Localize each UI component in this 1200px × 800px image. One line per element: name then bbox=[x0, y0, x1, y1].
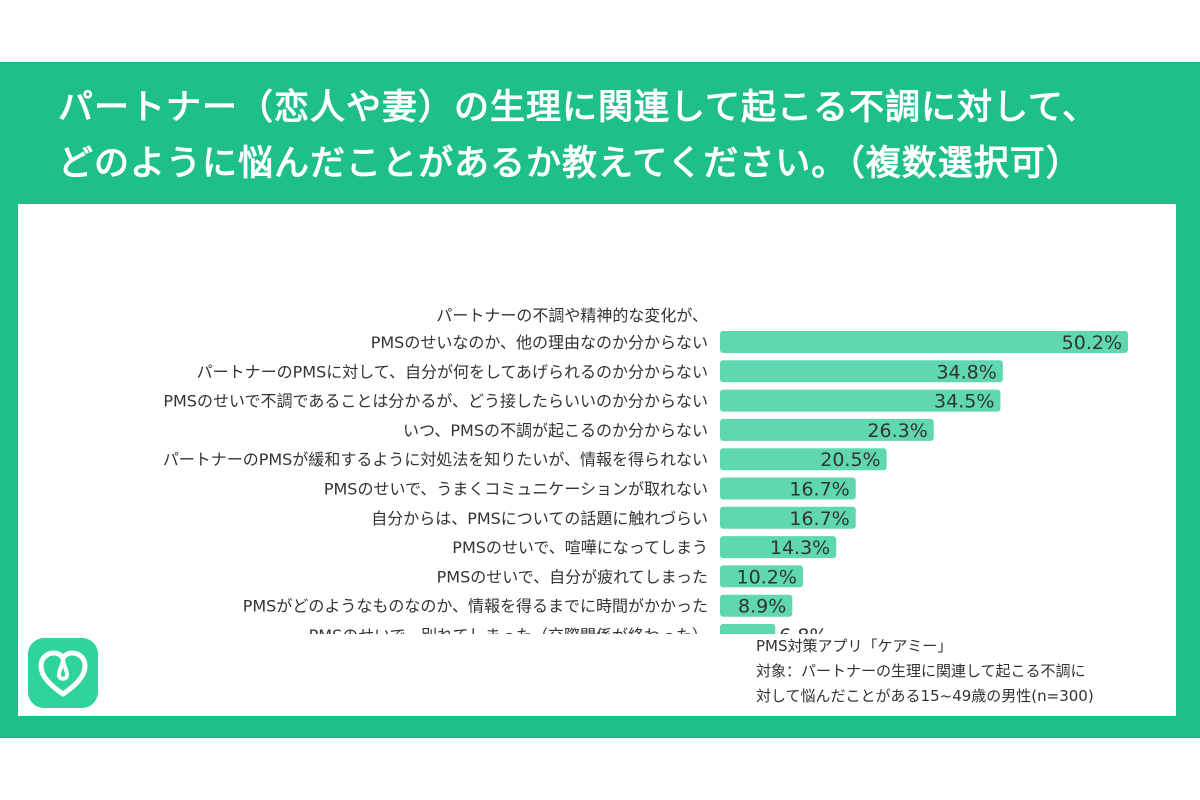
value-label-3: 26.3% bbox=[867, 420, 927, 442]
bar-2 bbox=[720, 389, 1001, 412]
bar-9 bbox=[720, 594, 793, 617]
bar-1 bbox=[720, 360, 1003, 383]
title-line-2: どのように悩んだことがあるか教えてください。（複数選択可） bbox=[58, 144, 1082, 184]
value-label-7: 14.3% bbox=[770, 537, 830, 559]
category-label-2: PMSのせいで不調であることは分かるが、どう接したらいいのか分からない bbox=[163, 392, 708, 411]
value-label-10: 6.8% bbox=[779, 625, 827, 634]
chart-frame: パートナー（恋人や妻）の生理に関連して起こる不調に対して、 どのように悩んだこと… bbox=[0, 62, 1200, 738]
value-label-2: 34.5% bbox=[934, 391, 994, 413]
category-label-3: いつ、PMSの不調が起こるのか分からない bbox=[403, 421, 708, 440]
chart-panel: 50.2% パートナーの不調や精神的な変化が、 PMSのせいなのか、他の理由なのか分… bbox=[18, 204, 1176, 716]
value-label-1: 34.8% bbox=[936, 361, 996, 383]
bar-5 bbox=[720, 477, 856, 500]
bar-6 bbox=[720, 506, 856, 529]
app-logo bbox=[28, 638, 98, 708]
category-label-4: パートナーのPMSが緩和するように対処法を知りたいが、情報を得られない bbox=[163, 450, 708, 469]
source-line-1: PMS対策アプリ「ケアミー」 bbox=[756, 637, 953, 655]
source-line-2: 対象：パートナーの生理に関連して起こる不調に bbox=[756, 662, 1086, 680]
category-label-5: PMSのせいで、うまくコミュニケーションが取れない bbox=[324, 480, 708, 499]
bar-7 bbox=[720, 536, 837, 559]
value-label-5: 16.7% bbox=[789, 479, 849, 501]
category-label-8: PMSのせいで、自分が疲れてしまった bbox=[437, 567, 708, 586]
source-note: PMS対策アプリ「ケアミー」 対象：パートナーの生理に関連して起こる不調に 対し… bbox=[756, 634, 1176, 709]
value-label-4: 20.5% bbox=[820, 449, 880, 471]
bar-4 bbox=[720, 448, 887, 471]
category-label-10: PMSのせいで、別れてしまった（交際関係が終わった） bbox=[309, 626, 708, 634]
category-label-6: 自分からは、PMSについての話題に触れづらい bbox=[371, 509, 708, 528]
bar-10 bbox=[720, 624, 776, 634]
source-line-3: 対して悩んだことがある15~49歳の男性(n=300) bbox=[756, 687, 1094, 705]
title-line-1: パートナー（恋人や妻）の生理に関連して起こる不調に対して、 bbox=[58, 88, 1099, 128]
category-label-7: PMSのせいで、喧嘩になってしまう bbox=[452, 538, 708, 557]
bar-8 bbox=[720, 565, 803, 588]
category-label-0-1: PMSのせいなのか、他の理由なのか分からない bbox=[371, 333, 708, 352]
value-label-6: 16.7% bbox=[789, 508, 849, 530]
category-label-9: PMSがどのようなものなのか、情報を得るまでに時間がかかった bbox=[243, 597, 708, 616]
value-label-8: 10.2% bbox=[737, 566, 797, 588]
category-label-1: パートナーのPMSに対して、自分が何をしてあげられるのか分からない bbox=[197, 362, 708, 381]
bar-0 bbox=[720, 331, 1128, 353]
bar-3 bbox=[720, 418, 934, 441]
value-label-0: 50.2% bbox=[1062, 332, 1122, 354]
bar-chart: 50.2% パートナーの不調や精神的な変化が、 PMSのせいなのか、他の理由なのか分… bbox=[163, 306, 1128, 634]
heart-icon bbox=[38, 650, 88, 697]
chart-title: パートナー（恋人や妻）の生理に関連して起こる不調に対して、 どのように悩んだこと… bbox=[58, 80, 1158, 192]
value-label-9: 8.9% bbox=[738, 596, 786, 618]
category-label-0-0: パートナーの不調や精神的な変化が、 bbox=[436, 306, 708, 325]
